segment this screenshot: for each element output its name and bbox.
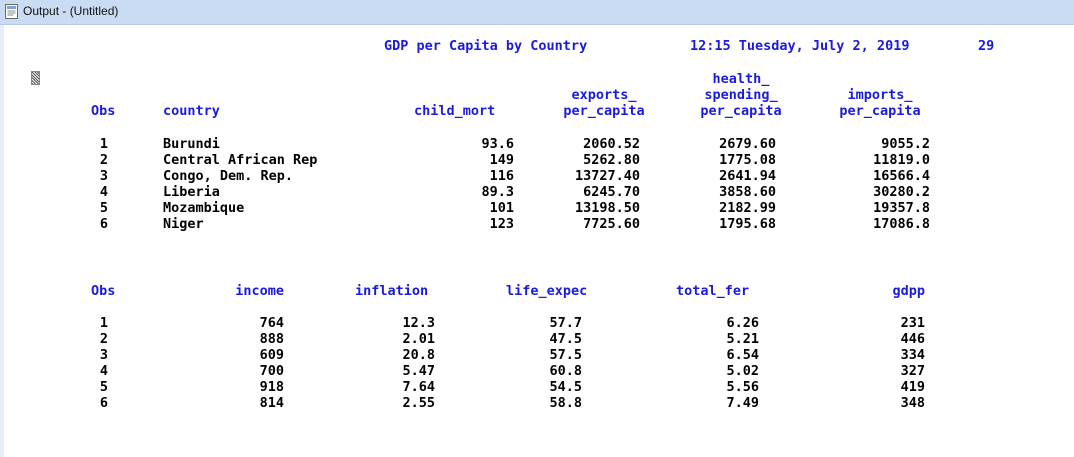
table1-cell-child-mort: 101 [489,200,514,216]
table2-cell-gdpp: 348 [900,395,925,411]
table1-header-exports-line1: exports_ [571,87,637,103]
table1-cell-exports: 6245.70 [583,184,640,200]
table2-cell-gdpp: 334 [900,347,925,363]
table1-cell-obs: 6 [99,216,109,232]
table2-header-total-fer: total_fer [676,283,750,299]
table2-cell-income: 609 [259,347,284,363]
table1-cell-exports: 7725.60 [583,216,640,232]
table2-cell-obs: 5 [99,379,109,395]
table2-cell-gdpp: 419 [900,379,925,395]
report-timestamp: 12:15 Tuesday, July 2, 2019 [690,38,910,54]
table2-cell-gdpp: 446 [900,331,925,347]
table2-cell-obs: 3 [99,347,109,363]
table1-cell-country: Mozambique [163,200,245,216]
table1-cell-country: Central African Rep [163,152,318,168]
table2-cell-inflation: 2.55 [402,395,435,411]
table2-cell-gdpp: 231 [900,315,925,331]
table1-cell-health: 2641.94 [719,168,776,184]
table1-header-exports-line2: per_capita [563,103,645,119]
table2-cell-life-expec: 57.7 [549,315,582,331]
table1-cell-country: Burundi [163,136,220,152]
table1-cell-obs: 5 [99,200,109,216]
table2-cell-inflation: 12.3 [402,315,435,331]
table1-cell-exports: 2060.52 [583,136,640,152]
table1-cell-imports: 17086.8 [873,216,930,232]
table1-cell-exports: 5262.80 [583,152,640,168]
table2-cell-gdpp: 327 [900,363,925,379]
table1-cell-country: Congo, Dem. Rep. [163,168,294,184]
table1-cell-child-mort: 123 [489,216,514,232]
table2-cell-total-fer: 6.26 [726,315,759,331]
table2-cell-obs: 6 [99,395,109,411]
table1-cell-child-mort: 149 [489,152,514,168]
table1-cell-country: Niger [163,216,204,232]
window-titlebar[interactable]: Output - (Untitled) [0,0,1074,25]
table1-cell-imports: 9055.2 [881,136,930,152]
table1-header-health-line2: spending_ [704,87,778,103]
table1-cell-obs: 4 [99,184,109,200]
table2-cell-inflation: 2.01 [402,331,435,347]
table1-cell-health: 1795.68 [719,216,776,232]
table1-cell-imports: 19357.8 [873,200,930,216]
table2-cell-income: 700 [259,363,284,379]
table2-cell-life-expec: 60.8 [549,363,582,379]
table1-cell-imports: 16566.4 [873,168,930,184]
table2-cell-total-fer: 7.49 [726,395,759,411]
table2-header-obs: Obs [91,283,116,299]
table1-cell-health: 1775.08 [719,152,776,168]
table2-cell-total-fer: 5.56 [726,379,759,395]
table2-cell-income: 764 [259,315,284,331]
table1-header-country: country [163,103,220,119]
table2-cell-inflation: 5.47 [402,363,435,379]
table1-cell-child-mort: 93.6 [481,136,514,152]
output-listing: GDP per Capita by Country 12:15 Tuesday,… [0,25,1074,457]
table2-cell-obs: 4 [99,363,109,379]
table2-cell-income: 888 [259,331,284,347]
table1-cell-imports: 30280.2 [873,184,930,200]
window-title: Output - (Untitled) [23,4,119,18]
table2-header-inflation: inflation [355,283,429,299]
table1-cell-country: Liberia [163,184,220,200]
table2-cell-obs: 2 [99,331,109,347]
output-window-icon [5,4,18,19]
table2-cell-life-expec: 54.5 [549,379,582,395]
table1-cell-obs: 3 [99,168,109,184]
table1-cell-child-mort: 89.3 [481,184,514,200]
left-border [0,25,4,457]
report-page-number: 29 [978,38,995,54]
table1-cell-obs: 2 [99,152,109,168]
table2-cell-obs: 1 [99,315,109,331]
table2-cell-inflation: 7.64 [402,379,435,395]
table2-header-income: income [235,283,284,299]
table1-header-obs: Obs [91,103,116,119]
report-title: GDP per Capita by Country [384,38,588,54]
table1-cell-child-mort: 116 [489,168,514,184]
page-break-marker-icon [31,71,40,85]
table1-header-health-line1: health_ [712,71,770,87]
table2-cell-total-fer: 5.02 [726,363,759,379]
table2-cell-life-expec: 57.5 [549,347,582,363]
table2-header-life-expec: life_expec [506,283,588,299]
table1-cell-exports: 13727.40 [574,168,640,184]
table2-cell-income: 814 [259,395,284,411]
table1-cell-health: 2679.60 [719,136,776,152]
table2-cell-life-expec: 58.8 [549,395,582,411]
table1-cell-imports: 11819.0 [873,152,930,168]
table2-cell-total-fer: 6.54 [726,347,759,363]
table1-header-imports-line2: per_capita [839,103,921,119]
table2-cell-income: 918 [259,379,284,395]
table1-cell-exports: 13198.50 [574,200,640,216]
table1-cell-obs: 1 [99,136,109,152]
table1-header-imports-line1: imports_ [847,87,913,103]
table2-header-gdpp: gdpp [892,283,925,299]
table1-header-child-mort: child_mort [414,103,496,119]
table1-cell-health: 2182.99 [719,200,776,216]
table1-header-health-line3: per_capita [700,103,782,119]
table2-cell-total-fer: 5.21 [726,331,759,347]
table1-cell-health: 3858.60 [719,184,776,200]
table2-cell-inflation: 20.8 [402,347,435,363]
table2-cell-life-expec: 47.5 [549,331,582,347]
